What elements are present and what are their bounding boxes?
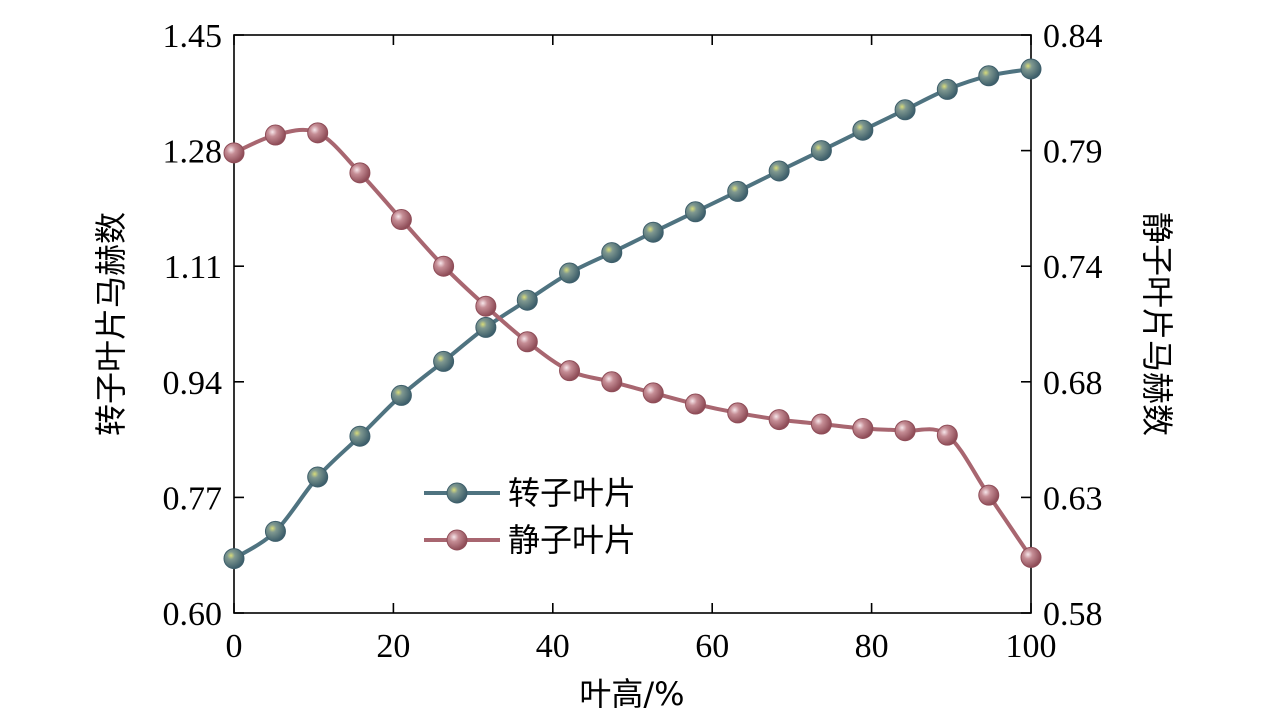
data-point-rotor xyxy=(601,242,623,264)
data-point-rotor xyxy=(768,160,790,182)
data-point-rotor xyxy=(264,520,286,542)
y-left-tick-label: 0.77 xyxy=(163,480,223,517)
data-point-rotor xyxy=(349,425,371,447)
data-point-rotor xyxy=(1020,58,1042,80)
data-point-rotor xyxy=(390,384,412,406)
data-point-rotor xyxy=(852,119,874,141)
data-point-stator xyxy=(601,371,623,393)
y-left-tick-label: 1.11 xyxy=(164,249,222,286)
y-left-tick-label: 0.94 xyxy=(163,365,223,402)
data-point-stator xyxy=(475,295,497,317)
data-point-stator xyxy=(349,162,371,184)
data-point-stator xyxy=(978,484,1000,506)
data-point-stator xyxy=(223,142,245,164)
data-point-rotor xyxy=(978,65,1000,87)
x-tick-label: 40 xyxy=(536,628,570,665)
data-point-stator xyxy=(768,409,790,431)
y-right-tick-label: 0.68 xyxy=(1043,365,1103,402)
x-tick-label: 0 xyxy=(226,628,243,665)
x-tick-label: 80 xyxy=(855,628,889,665)
y-left-tick-label: 0.60 xyxy=(163,596,223,633)
data-point-stator xyxy=(852,417,874,439)
data-point-stator xyxy=(810,413,832,435)
data-point-rotor xyxy=(475,316,497,338)
data-point-stator xyxy=(307,122,329,144)
data-point-stator xyxy=(936,424,958,446)
data-point-stator xyxy=(894,420,916,442)
series-layer xyxy=(223,58,1042,570)
y-right-tick-label: 0.79 xyxy=(1043,134,1103,171)
plot-frame xyxy=(233,34,1032,614)
legend-label-rotor: 转子叶片 xyxy=(508,474,636,512)
data-point-stator xyxy=(516,331,538,353)
data-point-rotor xyxy=(642,221,664,243)
data-point-rotor xyxy=(936,78,958,100)
y-left-tick-label: 1.28 xyxy=(163,134,223,171)
data-point-rotor xyxy=(727,180,749,202)
data-point-stator xyxy=(684,393,706,415)
data-point-stator xyxy=(433,255,455,277)
y-left-axis-ticks: 0.60 0.77 0.94 1.11 1.28 1.45 xyxy=(163,18,244,633)
y-right-tick-label: 0.63 xyxy=(1043,480,1103,517)
data-point-rotor xyxy=(223,548,245,570)
data-point-rotor xyxy=(433,350,455,372)
x-tick-label: 20 xyxy=(376,628,410,665)
data-point-stator xyxy=(727,402,749,424)
y-right-axis-title: 静子叶片马赫数 xyxy=(1138,212,1176,436)
y-right-tick-label: 0.74 xyxy=(1043,249,1103,286)
data-point-rotor xyxy=(516,289,538,311)
y-right-axis-ticks: 0.58 0.63 0.68 0.74 0.79 0.84 xyxy=(1021,18,1103,633)
y-left-axis-title: 转子叶片马赫数 xyxy=(92,212,130,436)
legend-label-stator: 静子叶片 xyxy=(508,521,636,559)
data-point-stator xyxy=(1020,546,1042,568)
data-point-rotor xyxy=(307,466,329,488)
data-point-rotor xyxy=(894,99,916,121)
x-tick-label: 60 xyxy=(695,628,729,665)
data-point-rotor xyxy=(559,262,581,284)
y-right-tick-label: 0.84 xyxy=(1043,18,1103,55)
legend: 转子叶片 静子叶片 xyxy=(424,474,636,559)
data-point-rotor xyxy=(810,140,832,162)
data-point-stator xyxy=(264,124,286,146)
data-point-stator xyxy=(559,360,581,382)
data-point-stator xyxy=(642,382,664,404)
x-axis-title: 叶高/% xyxy=(579,675,684,713)
x-tick-label: 100 xyxy=(1006,628,1057,665)
y-right-tick-label: 0.58 xyxy=(1043,596,1103,633)
data-point-rotor xyxy=(684,201,706,223)
x-axis-ticks: 0 20 40 60 80 100 xyxy=(226,35,1057,665)
data-point-stator xyxy=(390,209,412,231)
legend-marker-rotor xyxy=(446,482,468,504)
legend-marker-stator xyxy=(446,529,468,551)
y-left-tick-label: 1.45 xyxy=(163,18,223,55)
